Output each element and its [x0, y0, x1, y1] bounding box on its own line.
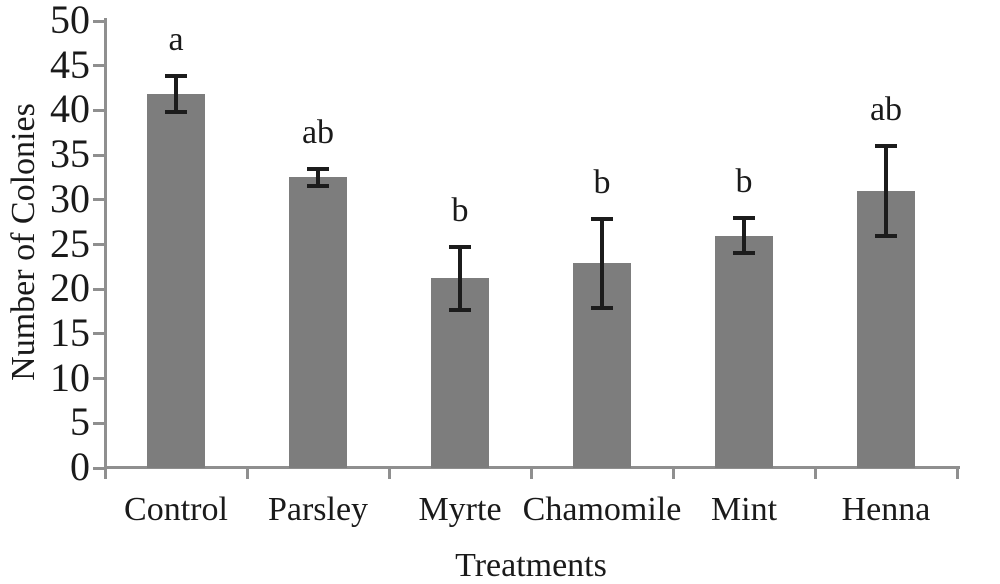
- x-axis-line: [104, 466, 960, 469]
- error-bar-top-cap-henna: [875, 144, 897, 149]
- error-bar-bottom-cap-henna: [875, 233, 897, 238]
- x-category-label-mint: Mint: [710, 491, 778, 528]
- y-tick-mark: [93, 153, 105, 157]
- significance-letter-chamomile: b: [593, 163, 611, 201]
- x-tick-mark: [955, 469, 959, 479]
- x-tick-mark: [245, 469, 249, 479]
- y-tick-label: 25: [50, 220, 90, 266]
- error-bar-top-cap-parsley: [307, 166, 329, 171]
- error-bar-control: [174, 76, 178, 113]
- x-tick-mark: [813, 469, 817, 479]
- error-bar-chamomile: [600, 218, 604, 308]
- y-tick-mark: [93, 19, 105, 23]
- y-tick-label: 15: [50, 309, 90, 355]
- error-bar-top-cap-chamomile: [591, 216, 613, 221]
- y-tick-mark: [93, 108, 105, 112]
- significance-letter-control: a: [168, 21, 184, 59]
- y-tick-mark: [93, 287, 105, 291]
- y-tick-mark: [93, 64, 105, 68]
- y-tick-mark: [93, 377, 105, 381]
- y-tick-label: 30: [50, 175, 90, 221]
- error-bar-top-cap-control: [165, 74, 187, 79]
- y-tick-mark: [93, 421, 105, 425]
- x-tick-mark: [103, 469, 107, 479]
- error-bar-bottom-cap-chamomile: [591, 305, 613, 310]
- bar-myrte: [431, 278, 489, 468]
- bar-control: [147, 94, 205, 468]
- y-tick-label: 45: [50, 41, 90, 87]
- error-bar-bottom-cap-parsley: [307, 184, 329, 189]
- error-bar-bottom-cap-mint: [733, 251, 755, 256]
- x-category-label-myrte: Myrte: [418, 491, 502, 528]
- y-tick-label: 35: [50, 131, 90, 177]
- x-category-label-control: Control: [124, 491, 228, 528]
- y-tick-mark: [93, 243, 105, 246]
- error-bar-henna: [884, 146, 888, 236]
- x-tick-mark: [387, 469, 391, 479]
- significance-letter-mint: b: [735, 162, 753, 200]
- y-tick-label: 10: [50, 354, 90, 400]
- x-tick-mark: [671, 469, 675, 479]
- y-tick-label: 40: [50, 86, 90, 132]
- y-tick-label: 5: [70, 399, 90, 445]
- bar-mint: [715, 235, 773, 468]
- error-bar-myrte: [458, 247, 462, 310]
- x-tick-mark: [529, 469, 533, 479]
- x-category-label-parsley: Parsley: [267, 491, 369, 528]
- error-bar-bottom-cap-myrte: [449, 307, 471, 312]
- x-category-label-chamomile: Chamomile: [522, 491, 682, 528]
- x-category-label-henna: Henna: [841, 491, 931, 528]
- y-tick-mark: [93, 198, 105, 202]
- significance-letter-myrte: b: [451, 192, 469, 230]
- y-tick-label: 20: [50, 265, 90, 311]
- error-bar-mint: [742, 217, 746, 254]
- significance-letter-parsley: ab: [301, 113, 335, 151]
- y-tick-mark: [93, 466, 105, 470]
- significance-letter-henna: ab: [869, 91, 903, 129]
- x-axis-title: Treatments: [455, 547, 607, 584]
- bar-parsley: [289, 177, 347, 468]
- error-bar-top-cap-myrte: [449, 245, 471, 250]
- error-bar-bottom-cap-control: [165, 110, 187, 115]
- y-axis-line: [104, 18, 107, 470]
- y-tick-label: 50: [50, 0, 90, 42]
- error-bar-top-cap-mint: [733, 215, 755, 220]
- error-bar-parsley: [316, 168, 320, 187]
- y-tick-label: 0: [70, 444, 90, 489]
- y-tick-mark: [93, 332, 105, 336]
